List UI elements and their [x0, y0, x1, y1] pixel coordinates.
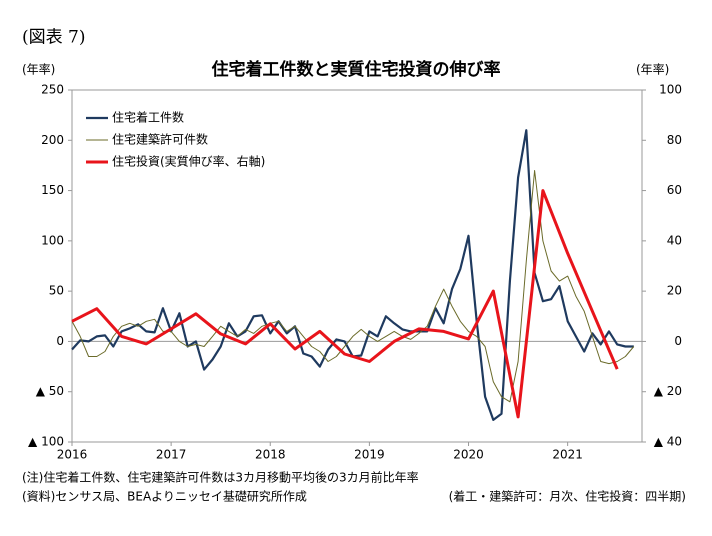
x-tick-label: 2020 — [453, 448, 484, 462]
y-tick-label: 250 — [41, 83, 64, 97]
y-tick-label: 100 — [41, 233, 64, 247]
x-tick-label: 2018 — [255, 448, 286, 462]
y2-tick-label: ▲ 40 — [654, 435, 682, 449]
source: (資料)センサス局、BEAよりニッセイ基礎研究所作成 — [22, 489, 307, 504]
y-unit: (年率) — [22, 62, 55, 77]
y-tick-label: 0 — [56, 334, 64, 348]
y2-tick-label: 80 — [667, 133, 682, 147]
plot-frame — [71, 89, 643, 443]
note: (注)住宅着工件数、住宅建築許可件数は3カ月移動平均後の3カ月前比年率 — [22, 470, 419, 485]
x-tick-label: 2016 — [57, 448, 88, 462]
y2-tick-label: 20 — [667, 284, 682, 298]
y-tick-label: ▲ 100 — [28, 435, 64, 449]
chart-title: 住宅着工件数と実質住宅投資の伸び率 — [212, 59, 501, 80]
figure-label: (図表 7) — [22, 28, 85, 48]
x-tick-label: 2017 — [156, 448, 187, 462]
legend-label: 住宅投資(実質伸び率、右軸) — [112, 154, 265, 169]
legend-label: 住宅着工件数 — [112, 110, 184, 125]
y2-tick-label: ▲ 20 — [654, 384, 682, 398]
y2-tick-label: 0 — [674, 334, 682, 348]
x-tick-label: 2021 — [552, 448, 583, 462]
y2-tick-label: 40 — [667, 233, 682, 247]
y2-tick-label: 100 — [659, 83, 682, 97]
y2-tick-label: 60 — [667, 183, 682, 197]
x-tick-label: 2019 — [354, 448, 385, 462]
series-line — [71, 129, 634, 421]
y-tick-label: 50 — [49, 284, 64, 298]
y-tick-label: ▲ 50 — [36, 384, 64, 398]
frequency-note: (着工・建築許可：月次、住宅投資：四半期) — [449, 489, 686, 504]
y2-unit: (年率) — [636, 62, 669, 77]
y-tick-label: 200 — [41, 133, 64, 147]
series-line — [71, 189, 619, 419]
legend-label: 住宅建築許可件数 — [112, 132, 208, 147]
y-tick-label: 150 — [41, 183, 64, 197]
